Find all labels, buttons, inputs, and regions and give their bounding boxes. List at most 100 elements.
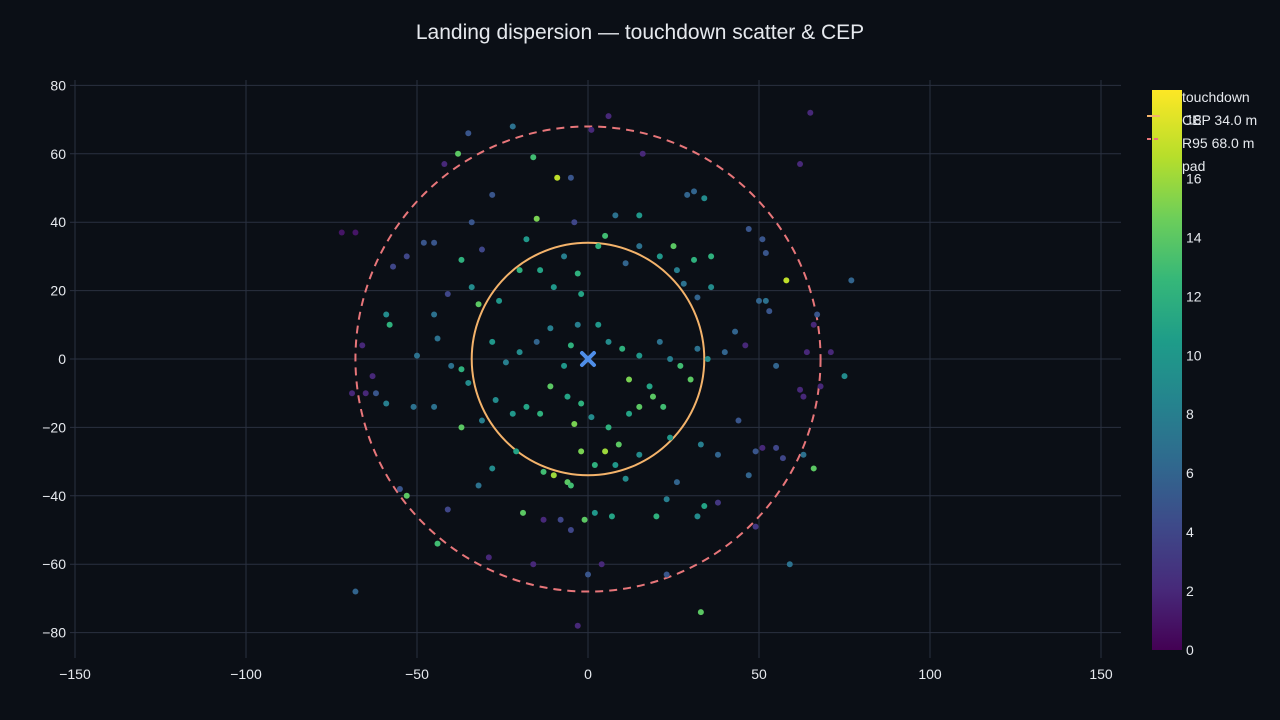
touchdown-point (670, 243, 677, 250)
touchdown-point (602, 448, 609, 455)
touchdown-point (444, 506, 451, 513)
touchdown-point (708, 284, 715, 291)
touchdown-point (455, 150, 462, 157)
touchdown-point (550, 284, 557, 291)
touchdown-point (578, 448, 585, 455)
touchdown-point (595, 243, 602, 250)
touchdown-point (390, 263, 397, 270)
chart-title: Landing dispersion — touchdown scatter &… (416, 21, 864, 44)
touchdown-point (496, 297, 503, 304)
touchdown-point (540, 516, 547, 523)
touchdown-point (714, 451, 721, 458)
touchdown-point (489, 191, 496, 198)
y-tick-label: −20 (42, 419, 66, 435)
touchdown-point (622, 260, 629, 267)
touchdown-point (759, 444, 766, 451)
touchdown-point (827, 349, 834, 356)
touchdown-point (745, 226, 752, 233)
x-tick-label: 0 (584, 666, 592, 682)
touchdown-point (403, 253, 410, 260)
touchdown-point (598, 561, 605, 568)
touchdown-point (489, 465, 496, 472)
touchdown-point (721, 349, 728, 356)
touchdown-point (612, 212, 619, 219)
touchdown-point (626, 376, 633, 383)
touchdown-point (814, 311, 821, 318)
touchdown-point (465, 130, 472, 137)
touchdown-point (485, 554, 492, 561)
touchdown-point (578, 291, 585, 298)
touchdown-point (591, 462, 598, 469)
touchdown-point (574, 622, 581, 629)
touchdown-point (567, 482, 574, 489)
touchdown-point (475, 482, 482, 489)
cep-circle (470, 241, 706, 477)
point-layer (338, 109, 855, 629)
touchdown-point (448, 362, 455, 369)
touchdown-point (639, 150, 646, 157)
pad-layer (580, 351, 596, 367)
touchdown-point (523, 236, 530, 243)
touchdown-point (797, 386, 804, 393)
touchdown-point (540, 468, 547, 475)
touchdown-point (619, 345, 626, 352)
touchdown-point (708, 253, 715, 260)
touchdown-point (444, 291, 451, 298)
touchdown-point (547, 325, 554, 332)
touchdown-point (636, 451, 643, 458)
touchdown-point (414, 352, 420, 359)
touchdown-point (588, 126, 595, 133)
touchdown-point (478, 417, 485, 424)
touchdown-point (810, 321, 817, 328)
touchdown-point (762, 297, 769, 304)
touchdown-point (687, 376, 694, 383)
touchdown-point (636, 212, 643, 219)
touchdown-point (509, 410, 516, 417)
legend-label: pad (1182, 158, 1205, 174)
colorbar-tick-label: 2 (1186, 583, 1194, 599)
touchdown-point (352, 588, 359, 595)
touchdown-point (800, 393, 807, 400)
touchdown-point (752, 448, 759, 455)
touchdown-point (622, 475, 629, 482)
touchdown-point (557, 516, 564, 523)
x-tick-label: 50 (751, 666, 767, 682)
touchdown-point (656, 253, 663, 260)
touchdown-point (697, 441, 704, 448)
touchdown-point (571, 219, 578, 226)
touchdown-point (800, 451, 807, 458)
touchdown-point (779, 455, 786, 462)
touchdown-point (783, 277, 790, 284)
touchdown-point (533, 338, 540, 345)
touchdown-point (636, 243, 643, 250)
touchdown-point (530, 561, 537, 568)
y-tick-label: 80 (50, 77, 66, 93)
touchdown-point (588, 414, 595, 421)
legend-label: touchdown (1182, 89, 1250, 105)
touchdown-point (383, 400, 390, 407)
touchdown-point (396, 485, 403, 492)
legend-label: R95 68.0 m (1182, 135, 1254, 151)
touchdown-point (697, 609, 704, 616)
touchdown-point (605, 113, 612, 120)
pad-marker (580, 351, 596, 367)
x-tick-label: −150 (59, 666, 91, 682)
touchdown-point (766, 308, 773, 315)
touchdown-point (701, 503, 708, 510)
touchdown-point (441, 161, 448, 168)
touchdown-point (516, 349, 523, 356)
touchdown-point (694, 294, 701, 301)
touchdown-point (704, 356, 711, 362)
touchdown-point (349, 390, 356, 397)
colorbar-tick-label: 14 (1186, 229, 1202, 245)
x-tick-label: 150 (1089, 666, 1113, 682)
touchdown-point (615, 441, 622, 448)
touchdown-point (714, 499, 721, 506)
touchdown-point (554, 174, 561, 181)
touchdown-point (431, 403, 438, 410)
touchdown-point (502, 359, 509, 366)
touchdown-point (807, 109, 814, 116)
touchdown-point (567, 342, 574, 349)
touchdown-point (492, 397, 499, 404)
touchdown-point (537, 410, 544, 417)
